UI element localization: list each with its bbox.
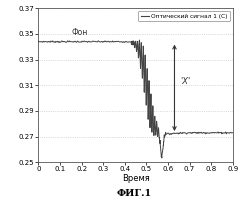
Text: 'X': 'X' bbox=[180, 77, 190, 86]
Text: ФИГ.1: ФИГ.1 bbox=[117, 189, 152, 198]
Text: Фон: Фон bbox=[71, 28, 88, 37]
Legend: Оптический сигнал 1 (С): Оптический сигнал 1 (С) bbox=[138, 11, 230, 21]
X-axis label: Время: Время bbox=[122, 174, 150, 183]
